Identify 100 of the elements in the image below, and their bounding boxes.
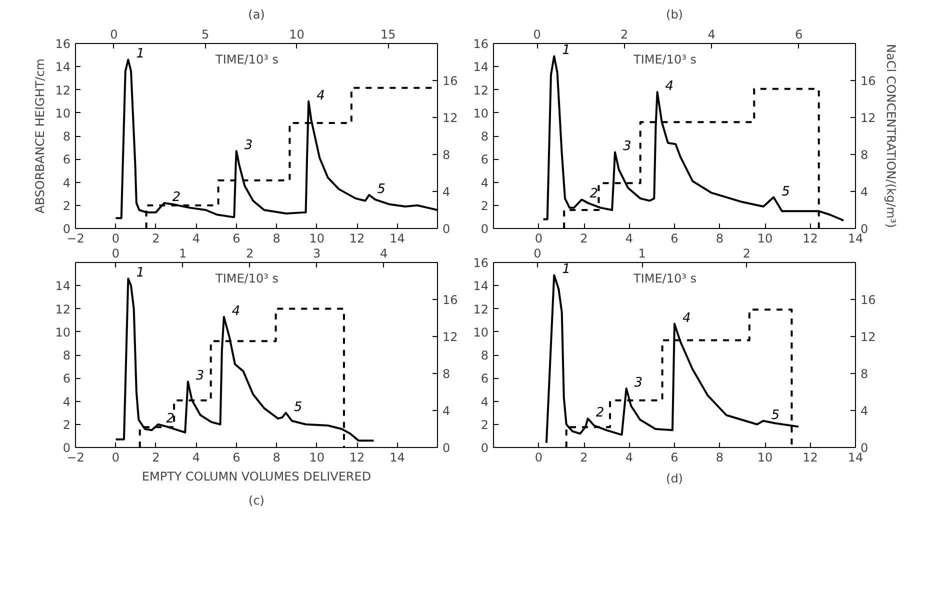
x-tick-label: 6 (670, 232, 678, 246)
x-tick-label: 4 (192, 232, 200, 246)
chart-title: (a) (248, 8, 265, 22)
y-tick-label: 6 (62, 372, 71, 386)
x-tick-label: 12 (802, 450, 818, 464)
chart-title: (b) (666, 8, 683, 22)
y-axis-title: ABSORBANCE HEIGHT/cm (33, 58, 48, 214)
y-tick-label: 12 (55, 83, 71, 98)
y2-tick-label: 4 (442, 404, 450, 418)
y2-tick-label: 16 (442, 74, 458, 88)
x-tick-label: 14 (848, 232, 864, 246)
x-tick-label: 10 (309, 450, 324, 464)
y-tick-label: 16 (473, 37, 489, 51)
x-tick-label: 14 (848, 450, 864, 464)
x-tick-label: 14 (390, 232, 405, 246)
y2-tick-label: 12 (860, 111, 876, 125)
x-tick-label: 12 (349, 450, 365, 464)
y2-tick-label: 8 (860, 367, 868, 381)
x-tick-label: 8 (272, 232, 280, 246)
x2-tick-label: 10 (289, 28, 304, 42)
y2-tick-label: 8 (442, 367, 450, 381)
annotation: 2 (590, 186, 598, 202)
annotation: 1 (136, 266, 144, 281)
y-tick-label: 8 (480, 348, 489, 362)
y2-tick-label: 12 (442, 111, 458, 125)
x2-tick-label: 1 (178, 246, 187, 260)
annotation: 1 (562, 43, 570, 58)
x-tick-label: 8 (272, 450, 280, 464)
x2-tick-label: 6 (794, 28, 803, 42)
y2-tick-label: 8 (860, 148, 868, 162)
y2-tick-label: 4 (442, 185, 450, 199)
y-tick-label: 10 (473, 325, 489, 340)
x-tick-label: 14 (390, 450, 405, 464)
annotation: 4 (316, 88, 325, 104)
x2-tick-label: 3 (313, 246, 321, 260)
annotation: 3 (196, 368, 204, 384)
annotation: 4 (682, 310, 691, 326)
y-tick-label: 2 (62, 418, 71, 432)
y-tick-label: 6 (480, 152, 489, 167)
y2-tick-label: 16 (860, 74, 876, 88)
y-tick-label: 2 (480, 198, 489, 213)
y2-tick-label: 12 (860, 330, 876, 344)
x-tick-label: 4 (625, 232, 634, 246)
annotation: 5 (782, 184, 790, 200)
y-tick-label: 14 (473, 60, 489, 74)
y-tick-label: 6 (62, 152, 71, 167)
y-tick-label: 6 (480, 372, 489, 386)
x-tick-label: 0 (534, 232, 543, 246)
x2-axis-title: TIME/10³ s (214, 52, 278, 66)
x2-tick-label: 1 (638, 246, 646, 260)
y-tick-label: 2 (480, 418, 489, 432)
x2-axis-title: TIME/10³ s (632, 272, 696, 286)
x-tick-label: 2 (580, 450, 588, 464)
x-tick-label: 2 (152, 450, 160, 464)
x2-axis-title: TIME/10³ s (214, 272, 278, 286)
y-tick-label: 14 (473, 279, 489, 294)
y-tick-label: 4 (480, 176, 489, 190)
x2-axis-title: TIME/10³ s (632, 52, 696, 66)
y-tick-label: 10 (55, 325, 71, 340)
annotation: 5 (771, 408, 780, 423)
y2-tick-label: 8 (442, 148, 450, 162)
y-tick-label: 8 (480, 130, 489, 144)
y2-axis-title: NaCl CONCENTRATION/(kg/m³) (884, 44, 898, 228)
x-tick-label: 6 (670, 450, 678, 464)
annotation: 2 (596, 406, 604, 421)
x-tick-label: 12 (349, 232, 365, 246)
y-tick-label: 4 (62, 176, 71, 190)
y-tick-label: 0 (480, 222, 489, 236)
x-tick-label: 8 (716, 232, 724, 246)
y2-tick-label: 4 (860, 404, 868, 418)
text: (d) (666, 472, 683, 486)
y-tick-label: 12 (55, 302, 71, 316)
y2-tick-label: 0 (860, 441, 868, 455)
y-tick-label: 4 (62, 394, 71, 409)
annotation: 3 (622, 139, 632, 154)
y-tick-label: 12 (473, 302, 489, 316)
x-tick-label: 10 (757, 450, 773, 464)
annotation: 3 (634, 376, 643, 391)
x2-tick-label: 5 (201, 28, 210, 42)
annotation: 1 (136, 46, 144, 62)
y2-tick-label: 0 (442, 222, 450, 236)
y-tick-label: 4 (480, 394, 489, 409)
x2-tick-label: 4 (708, 28, 716, 42)
x2-tick-label: 15 (380, 28, 396, 42)
x-tick-label: 12 (802, 232, 818, 246)
y-tick-label: 16 (55, 37, 71, 51)
y2-tick-label: 0 (860, 222, 868, 236)
line-series (545, 274, 800, 444)
x2-tick-label: 0 (534, 246, 542, 260)
x-tick-label: 0 (534, 450, 543, 464)
x-tick-label: 4 (625, 450, 634, 464)
annotation: 2 (166, 411, 174, 426)
y-tick-label: 8 (62, 130, 71, 144)
x-tick-label: 6 (232, 232, 240, 246)
y-tick-label: 14 (55, 60, 71, 74)
x2-tick-label: 2 (742, 246, 751, 260)
text: (c) (248, 494, 264, 508)
x-tick-label: 10 (309, 232, 324, 246)
y2-tick-label: 0 (442, 441, 450, 455)
x2-tick-label: 4 (380, 246, 388, 260)
